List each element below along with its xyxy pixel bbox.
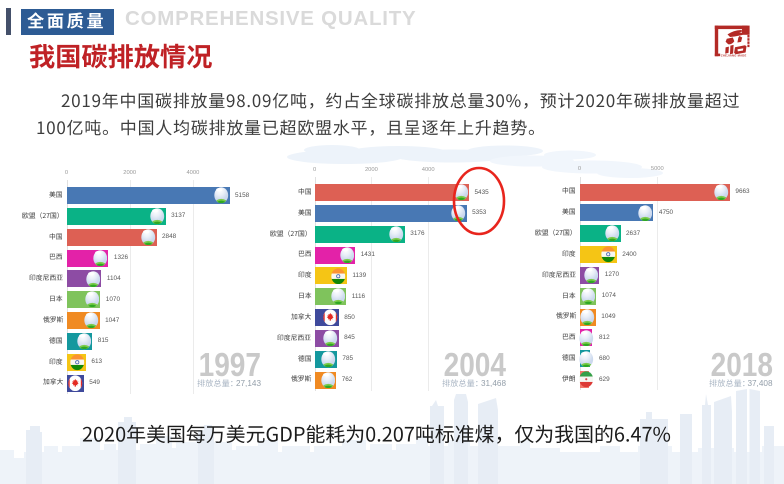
svg-text:ZHEJIANG MADE: ZHEJIANG MADE	[721, 53, 747, 57]
